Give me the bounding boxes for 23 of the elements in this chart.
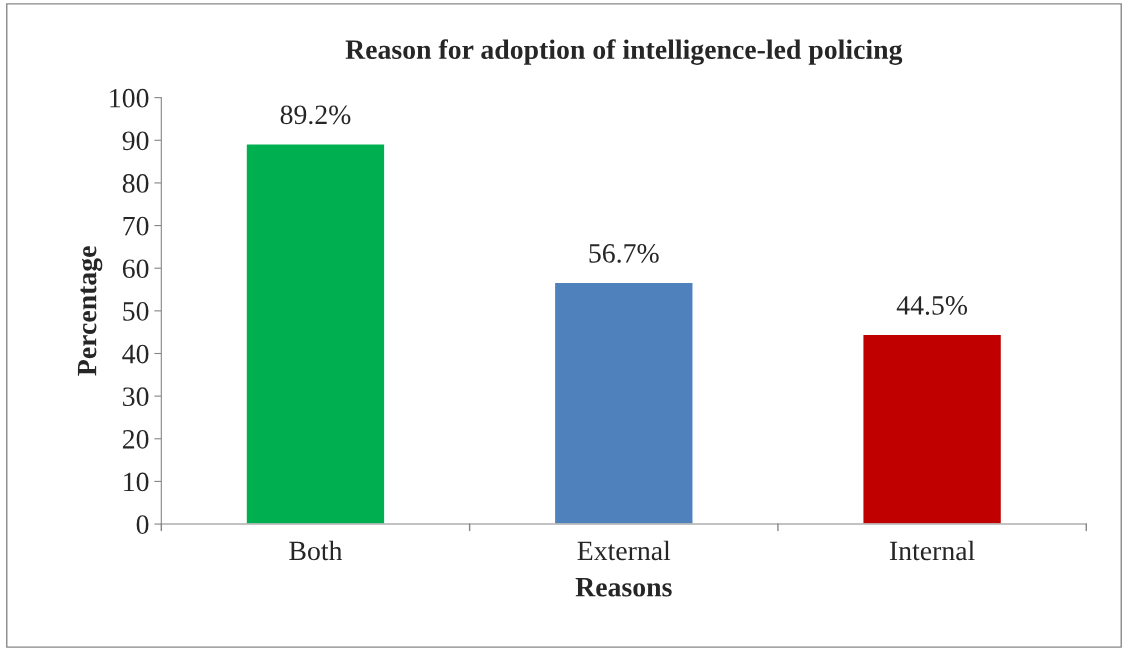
y-tick-label: 60 xyxy=(122,259,149,279)
x-tick-label: Internal xyxy=(889,540,975,561)
bar xyxy=(553,281,694,525)
chart-title: Reason for adoption of intelligence-led policing xyxy=(345,39,903,65)
data-label: 56.7% xyxy=(589,244,659,263)
x-tick-label: Both xyxy=(289,540,343,561)
y-tick-label: 20 xyxy=(122,429,149,449)
data-label: 44.5% xyxy=(896,296,968,315)
x-axis-title: Reasons xyxy=(575,578,672,597)
y-tick-label: 40 xyxy=(122,344,149,364)
bar xyxy=(245,143,386,525)
data-label: 89.2% xyxy=(280,105,351,125)
bar xyxy=(862,333,1003,525)
y-tick-label: 70 xyxy=(123,216,149,236)
x-tick-label: External xyxy=(577,540,671,561)
y-tick-label: 90 xyxy=(122,131,149,151)
y-tick-label: 0 xyxy=(136,515,149,534)
y-tick-label: 30 xyxy=(123,387,149,407)
y-axis-title: Percentage xyxy=(77,246,103,376)
y-tick-label: 50 xyxy=(123,302,149,321)
y-tick-label: 10 xyxy=(124,472,149,492)
y-tick-label: 80 xyxy=(122,174,149,193)
y-tick-label: 100 xyxy=(110,88,149,108)
